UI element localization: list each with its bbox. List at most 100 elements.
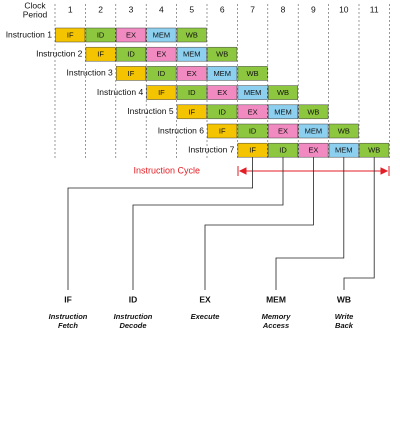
legend-name: Decode (119, 321, 146, 330)
column-number: 9 (311, 4, 316, 14)
legend-abbr: MEM (266, 294, 286, 304)
stage-label: ID (97, 30, 105, 39)
column-number: 3 (129, 4, 134, 14)
stage-label: MEM (305, 126, 323, 135)
legend-abbr: WB (337, 294, 351, 304)
legend-name: Back (335, 321, 354, 330)
stage-box (146, 85, 177, 100)
column-number: 11 (370, 4, 379, 14)
leader-line (132, 157, 284, 290)
instruction-label: Instruction 3 (66, 68, 113, 78)
stage-label: EX (248, 107, 258, 116)
stage-box (328, 123, 359, 139)
clock-label: Clock (24, 0, 46, 10)
stage-box (116, 46, 146, 62)
stage-label: IF (67, 30, 74, 39)
stage-label: MEM (244, 88, 262, 97)
stage-box (237, 123, 268, 139)
stage-label: ID (127, 50, 135, 59)
stage-label: EX (308, 146, 318, 155)
legend-name: Instruction (114, 312, 153, 321)
stage-label: ID (218, 107, 226, 116)
column-number: 1 (68, 4, 73, 14)
stage-label: WB (338, 126, 350, 135)
stage-label: EX (126, 30, 136, 39)
stage-box (207, 66, 238, 81)
instruction-label: Instruction 1 (6, 29, 53, 39)
stage-box (268, 104, 298, 120)
stage-box (176, 66, 207, 81)
stage-label: WB (368, 146, 380, 155)
leader-line (67, 157, 254, 290)
legend-abbr: ID (129, 294, 138, 304)
stage-box (298, 123, 329, 139)
stage-label: EX (217, 88, 227, 97)
legend-name: Access (262, 321, 289, 330)
stage-box (85, 27, 116, 43)
stage-box (55, 27, 86, 43)
stage-box (176, 104, 207, 120)
stage-label: WB (277, 88, 289, 97)
stage-label: MEM (153, 30, 171, 39)
stage-box (268, 123, 298, 139)
stage-box (146, 46, 177, 62)
legend-abbr: EX (199, 294, 211, 304)
stage-label: IF (128, 69, 135, 78)
stage-box (298, 104, 329, 120)
stage-box (85, 46, 116, 62)
stage-label: IF (188, 107, 195, 116)
stage-label: EX (187, 69, 197, 78)
legend-abbr: IF (64, 294, 72, 304)
column-number: 4 (159, 4, 164, 14)
legend-name: Execute (191, 312, 220, 321)
instruction-label: Instruction 4 (97, 87, 144, 97)
column-number: 8 (281, 4, 286, 14)
stage-box (116, 27, 146, 43)
column-number: 2 (98, 4, 103, 14)
instruction-label: Instruction 5 (127, 106, 174, 116)
stage-label: IF (158, 88, 165, 97)
stage-label: IF (219, 126, 226, 135)
stage-box (207, 123, 238, 139)
stage-label: MEM (274, 107, 292, 116)
legend-name: Instruction (49, 312, 88, 321)
stage-box (176, 27, 207, 43)
column-number: 7 (250, 4, 255, 14)
leader-line (343, 157, 375, 290)
column-number: 5 (189, 4, 194, 14)
instruction-label: Instruction 6 (158, 125, 205, 135)
stage-label: MEM (183, 50, 201, 59)
stage-label: EX (156, 50, 166, 59)
cycle-label: Instruction Cycle (133, 165, 200, 175)
leader-line (204, 157, 314, 290)
stage-label: MEM (335, 146, 353, 155)
stage-box (176, 85, 207, 100)
stage-label: IF (249, 146, 256, 155)
stage-box (146, 66, 177, 81)
stage-box (207, 85, 238, 100)
column-number: 6 (220, 4, 225, 14)
stage-label: ID (188, 88, 196, 97)
legend-name: Write (335, 312, 354, 321)
stage-box (207, 104, 238, 120)
instruction-label: Instruction 7 (188, 144, 235, 154)
legend-name: Memory (262, 312, 292, 321)
stage-label: EX (278, 126, 288, 135)
stage-label: WB (247, 69, 259, 78)
clock-label: Period (23, 9, 48, 19)
stage-label: MEM (213, 69, 231, 78)
stage-box (176, 46, 207, 62)
stage-label: ID (279, 146, 287, 155)
stage-label: WB (307, 107, 319, 116)
stage-box (237, 66, 268, 81)
stage-label: ID (249, 126, 257, 135)
stage-label: WB (216, 50, 228, 59)
legend-name: Fetch (58, 321, 78, 330)
stage-label: WB (186, 30, 198, 39)
stage-label: IF (97, 50, 104, 59)
stage-label: ID (158, 69, 166, 78)
column-number: 10 (339, 4, 349, 14)
stage-box (146, 27, 177, 43)
stage-box (116, 66, 146, 81)
